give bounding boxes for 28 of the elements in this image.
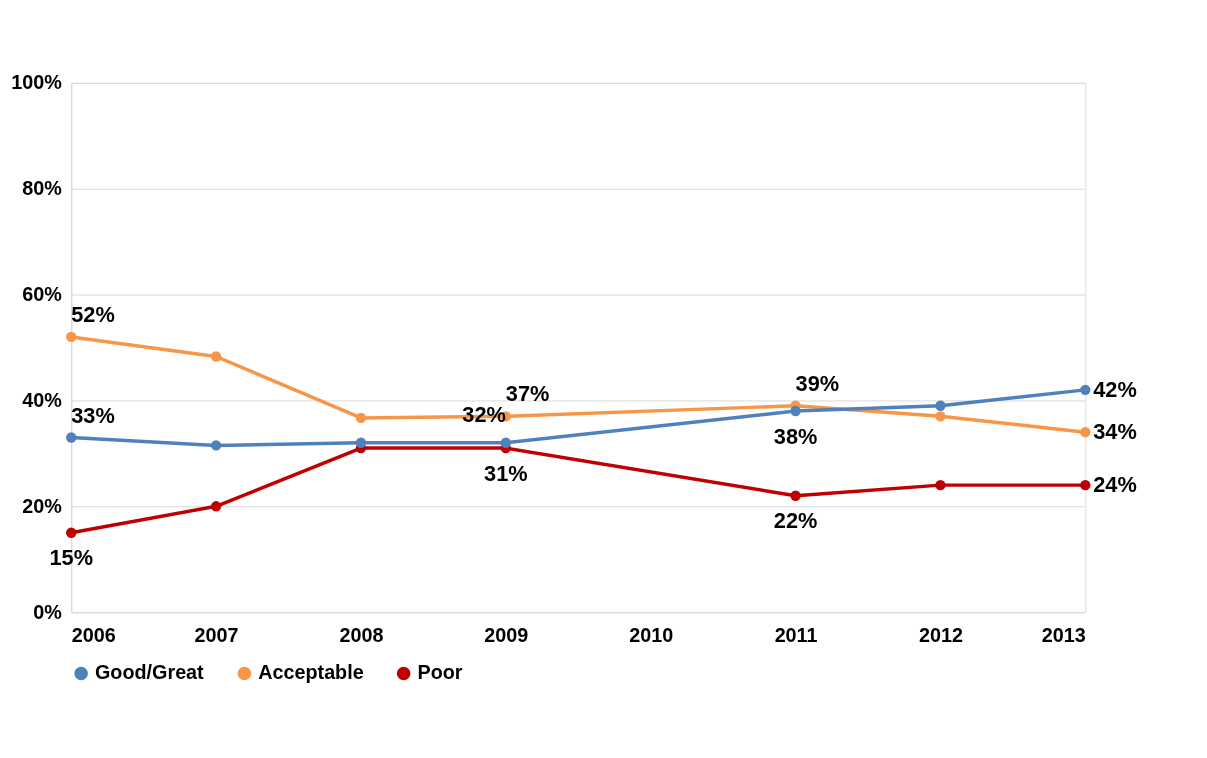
y-tick-label: 0% <box>33 600 63 623</box>
x-tick-label: 2012 <box>918 624 963 647</box>
x-tick-label: 2008 <box>339 624 384 647</box>
data-label: 24% <box>1093 472 1137 498</box>
x-tick-label: 2011 <box>774 624 818 647</box>
legend-label: Good/Great <box>94 661 205 684</box>
data-label: 34% <box>1093 419 1137 445</box>
data-label: 38% <box>773 423 818 449</box>
x-tick-label: 2009 <box>484 624 529 647</box>
data-label: 39% <box>795 370 840 396</box>
x-tick-label: 2007 <box>194 624 239 647</box>
y-tick-label: 40% <box>22 388 63 411</box>
data-label: 15% <box>49 545 94 571</box>
data-label: 22% <box>773 508 818 534</box>
y-tick-label: 100% <box>11 71 63 94</box>
legend-label: Poor <box>417 661 463 684</box>
y-tick-label: 80% <box>22 177 63 200</box>
data-label: 42% <box>1093 376 1137 402</box>
x-tick-label: 2013 <box>1041 624 1086 647</box>
data-label: 37% <box>505 381 550 407</box>
data-label: 31% <box>484 460 528 486</box>
data-label: 52% <box>71 302 115 328</box>
x-tick-label: 2006 <box>71 624 116 647</box>
data-label: 33% <box>71 402 115 428</box>
x-tick-label: 2010 <box>629 624 674 647</box>
y-tick-label: 20% <box>22 494 63 517</box>
y-tick-label: 60% <box>22 283 63 306</box>
legend-label: Acceptable <box>258 661 364 684</box>
